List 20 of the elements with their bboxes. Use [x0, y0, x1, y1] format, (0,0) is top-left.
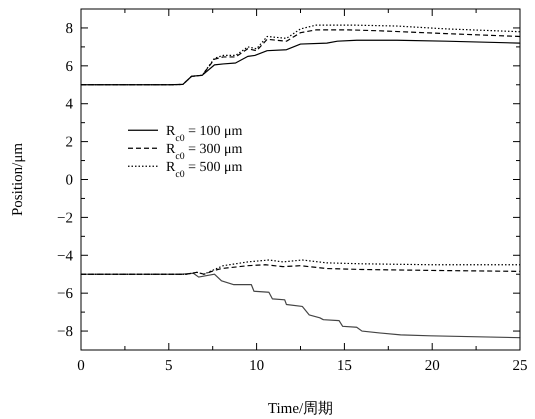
y-tick-label: −2 [57, 210, 73, 226]
legend-label: R$_{c0}$ = 300 μm [166, 142, 242, 162]
y-tick-label: 8 [66, 20, 73, 37]
legend-label: R$_{c0}$ = 500 μm [166, 160, 242, 180]
x-tick-label: 15 [336, 358, 352, 374]
legend-label: R$_{c0}$ = 100 μm [166, 124, 242, 144]
x-tick-label: 5 [165, 358, 173, 374]
x-tick-label: 25 [512, 358, 528, 374]
y-tick-label: 0 [66, 172, 73, 188]
x-axis-title: Time/周期 [268, 400, 334, 417]
y-tick-label: −6 [57, 286, 74, 302]
x-tick-label: 0 [77, 358, 85, 374]
y-tick-label: 6 [66, 58, 74, 75]
x-tick-label: 20 [424, 358, 440, 374]
y-tick-label: 4 [66, 96, 74, 113]
y-axis-title: Position/μm [10, 142, 26, 216]
y-tick-label: −8 [57, 324, 73, 340]
y-tick-label: 2 [66, 134, 73, 151]
y-tick-label: −4 [57, 248, 74, 264]
x-tick-label: 10 [249, 358, 264, 374]
